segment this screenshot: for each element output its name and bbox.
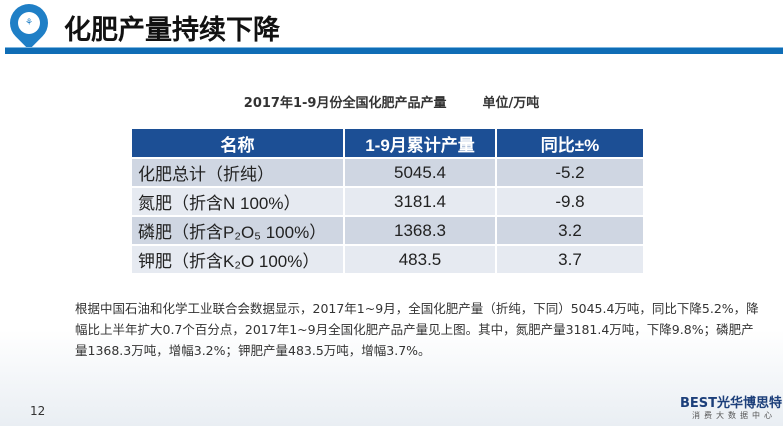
cell-value: 3181.4 xyxy=(343,186,497,217)
caption-title: 2017年1-9月份全国化肥产品产量 xyxy=(243,96,447,111)
cell-name: 氮肥（折含N 100%） xyxy=(130,186,345,217)
brand-logo: BEST光华博思特 xyxy=(680,396,783,411)
cell-yoy: 3.7 xyxy=(495,244,645,275)
page-title: 化肥产量持续下降 xyxy=(64,15,280,46)
brand-subtitle: 消费大数据中心 xyxy=(692,411,776,420)
table-row: 氮肥（折含N 100%） 3181.4 -9.8 xyxy=(130,186,645,217)
table-row: 化肥总计（折纯） 5045.4 -5.2 xyxy=(130,157,645,188)
cell-name: 化肥总计（折纯） xyxy=(130,157,345,188)
cell-yoy: -9.8 xyxy=(495,186,645,217)
table-row: 磷肥（折含P₂O₅ 100%） 1368.3 3.2 xyxy=(130,215,645,246)
table-caption: 2017年1-9月份全国化肥产品产量 单位/万吨 xyxy=(0,92,783,111)
table-row: 钾肥（折含K₂O 100%） 483.5 3.7 xyxy=(130,244,645,275)
cell-yoy: 3.2 xyxy=(495,215,645,246)
cell-value: 5045.4 xyxy=(343,157,497,188)
cell-name: 钾肥（折含K₂O 100%） xyxy=(130,244,345,275)
column-header: 1-9月累计产量 xyxy=(343,127,497,159)
summary-paragraph: 根据中国石油和化学工业联合会数据显示，2017年1~9月，全国化肥产量（折纯，下… xyxy=(75,301,759,358)
title-divider xyxy=(5,47,783,54)
logo-icon: ⚘ xyxy=(2,0,56,50)
page-number: 12 xyxy=(30,404,46,418)
cell-name: 磷肥（折含P₂O₅ 100%） xyxy=(130,215,345,246)
caption-unit: 单位/万吨 xyxy=(482,96,540,111)
column-header: 同比±% xyxy=(495,127,645,159)
fertilizer-table: 名称 1-9月累计产量 同比±% 化肥总计（折纯） 5045.4 -5.2 氮肥（折… xyxy=(130,127,645,275)
column-header: 名称 xyxy=(130,127,345,159)
cell-value: 1368.3 xyxy=(343,215,497,246)
background-gradient xyxy=(0,330,783,426)
cell-yoy: -5.2 xyxy=(495,157,645,188)
cell-value: 483.5 xyxy=(343,244,497,275)
